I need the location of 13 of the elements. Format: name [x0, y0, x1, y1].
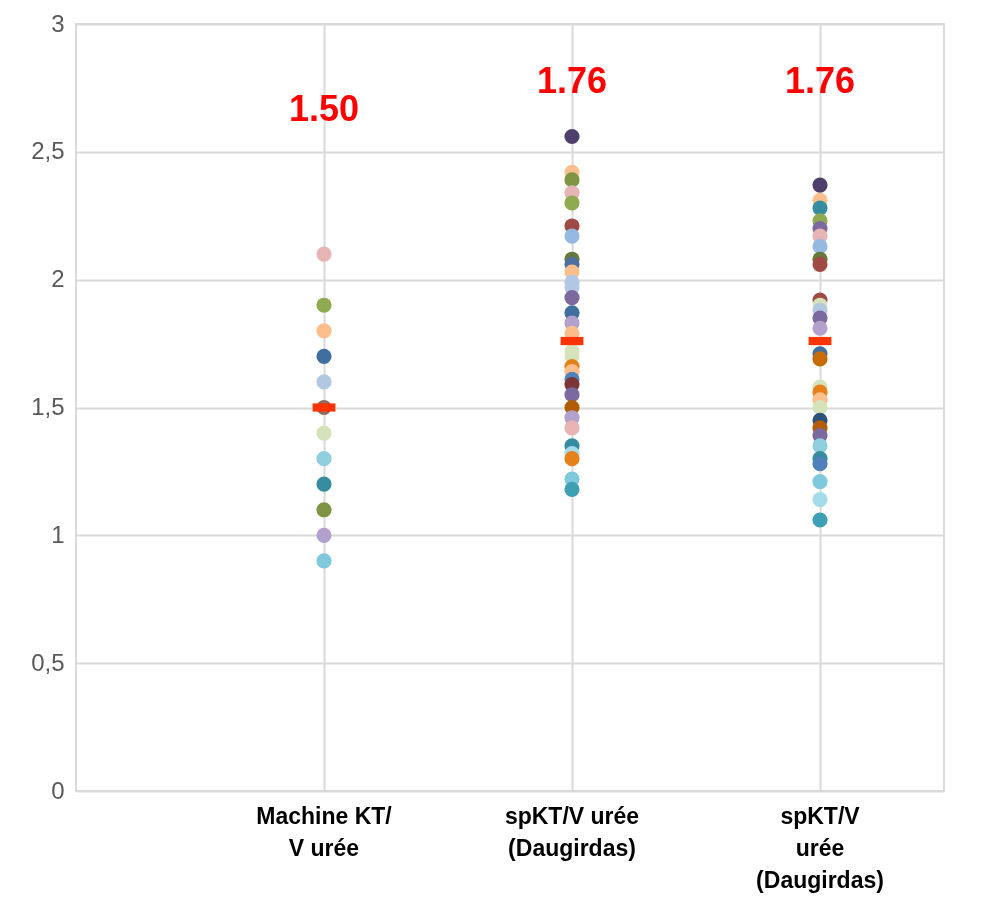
- y-tick-label: 0,5: [31, 648, 65, 676]
- y-tick-label: 0: [51, 776, 65, 804]
- annotation: 1.76: [784, 59, 856, 101]
- y-tick-label: 2: [51, 265, 65, 293]
- x-tick-label: spKT/V urée (Daugirdas): [504, 802, 640, 861]
- x-tick-label: spKT/V urée (Daugirdas): [756, 802, 884, 893]
- x-tick-label: Machine KT/ V urée: [256, 802, 393, 861]
- y-tick-label: 1,5: [31, 393, 65, 420]
- annotation: 1.76: [536, 59, 608, 101]
- annotation: 1.50: [288, 87, 360, 129]
- y-tick-label: 3: [51, 9, 65, 37]
- y-tick-label: 1: [51, 520, 65, 548]
- y-tick-label: 2,5: [31, 137, 65, 165]
